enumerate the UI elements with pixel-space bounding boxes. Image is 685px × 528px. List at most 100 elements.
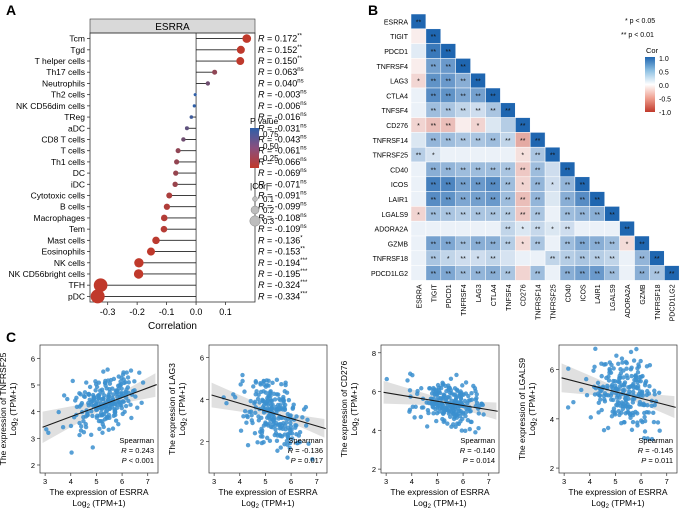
data-point: [123, 389, 128, 395]
data-point: [85, 412, 90, 417]
lollipop-dot: [160, 214, 168, 222]
data-point: [651, 410, 656, 416]
p-legend-title: P value: [250, 116, 278, 126]
data-point: [609, 414, 615, 419]
x-tick-label: 7: [487, 477, 491, 486]
significance-stars: **: [505, 182, 511, 189]
significance-stars: **: [475, 93, 481, 100]
column-label: LAG3: [476, 284, 483, 302]
data-point: [90, 398, 95, 404]
data-point: [620, 360, 625, 365]
data-point: [626, 385, 631, 390]
data-point: [110, 426, 116, 431]
data-point: [440, 410, 445, 415]
data-point: [621, 375, 626, 380]
data-point: [617, 373, 622, 379]
column-label: CTLA4: [491, 284, 498, 306]
significance-stars: **: [490, 93, 496, 100]
data-point: [456, 411, 462, 416]
significance-stars: **: [535, 271, 541, 278]
data-point: [458, 400, 463, 405]
column-label: CD40: [565, 284, 572, 302]
data-point: [112, 409, 118, 414]
data-point: [476, 425, 481, 431]
heatmap-cell: [500, 250, 516, 266]
row-label: GZMB: [388, 241, 409, 248]
data-point: [255, 440, 260, 445]
significance-stars: **: [431, 64, 437, 71]
x-axis-label: Correlation: [148, 321, 197, 332]
column-label: TIGIT: [431, 284, 438, 303]
column-label: GZMB: [640, 284, 647, 305]
data-point: [426, 410, 431, 416]
heatmap-cell: [455, 220, 471, 237]
data-point: [451, 408, 457, 413]
data-point: [139, 400, 144, 406]
data-point: [282, 389, 287, 394]
data-point: [119, 403, 124, 408]
category-label: NK cells: [54, 258, 85, 268]
significance-stars: **: [431, 271, 437, 278]
category-label: Th2 cells: [51, 90, 85, 100]
data-point: [258, 434, 264, 439]
data-point: [96, 418, 102, 424]
data-point: [128, 402, 133, 407]
category-label: aDC: [68, 123, 85, 133]
data-point: [254, 389, 259, 394]
column-label: TNFRSF4: [461, 284, 468, 316]
value-label: R = -0.099ns: [258, 202, 307, 212]
data-point: [479, 401, 484, 406]
data-point: [101, 412, 107, 417]
r-value: R = -0.140: [460, 446, 495, 455]
data-point: [99, 397, 104, 402]
significance-stars: **: [460, 182, 466, 189]
significance-stars: **: [609, 271, 615, 278]
data-point: [269, 405, 275, 410]
heatmap-cell: [410, 176, 427, 192]
y-axis-unit: Log2 (TPM+1): [8, 382, 20, 435]
data-point: [591, 368, 596, 373]
data-point: [81, 419, 86, 424]
data-point: [257, 400, 262, 405]
value-label: R = 0.063ns: [258, 67, 304, 77]
data-point: [588, 415, 594, 420]
significance-stars: *: [521, 153, 524, 160]
data-point: [451, 411, 456, 417]
data-point: [94, 415, 100, 420]
significance-stars: **: [475, 197, 481, 204]
heatmap-cell: [544, 265, 561, 281]
data-point: [427, 386, 433, 391]
data-point: [79, 424, 84, 429]
method-label: Spearman: [119, 436, 154, 445]
data-point: [434, 410, 440, 416]
data-point: [121, 370, 126, 375]
significance-stars: **: [490, 182, 496, 189]
data-point: [630, 389, 636, 395]
data-point: [286, 397, 292, 403]
x-tick-label: 5: [435, 477, 439, 486]
data-point: [657, 428, 662, 433]
data-point: [263, 421, 268, 427]
data-point: [449, 391, 454, 396]
data-point: [615, 403, 620, 408]
data-point: [240, 372, 245, 378]
data-point: [596, 410, 601, 415]
data-point: [632, 377, 637, 383]
significance-stars: **: [475, 271, 481, 278]
row-label: CTLA4: [386, 93, 408, 100]
data-point: [106, 427, 111, 433]
data-point: [115, 390, 120, 395]
significance-stars: **: [565, 241, 571, 248]
data-point: [253, 410, 258, 416]
x-tick-label: 4: [588, 477, 592, 486]
data-point: [638, 358, 643, 364]
data-point: [135, 405, 140, 410]
significance-stars: *: [477, 123, 480, 130]
data-point: [601, 362, 607, 367]
data-point: [652, 392, 657, 397]
data-point: [89, 402, 94, 407]
data-point: [106, 412, 112, 418]
y-axis-unit: Log2 (TPM+1): [349, 382, 361, 435]
